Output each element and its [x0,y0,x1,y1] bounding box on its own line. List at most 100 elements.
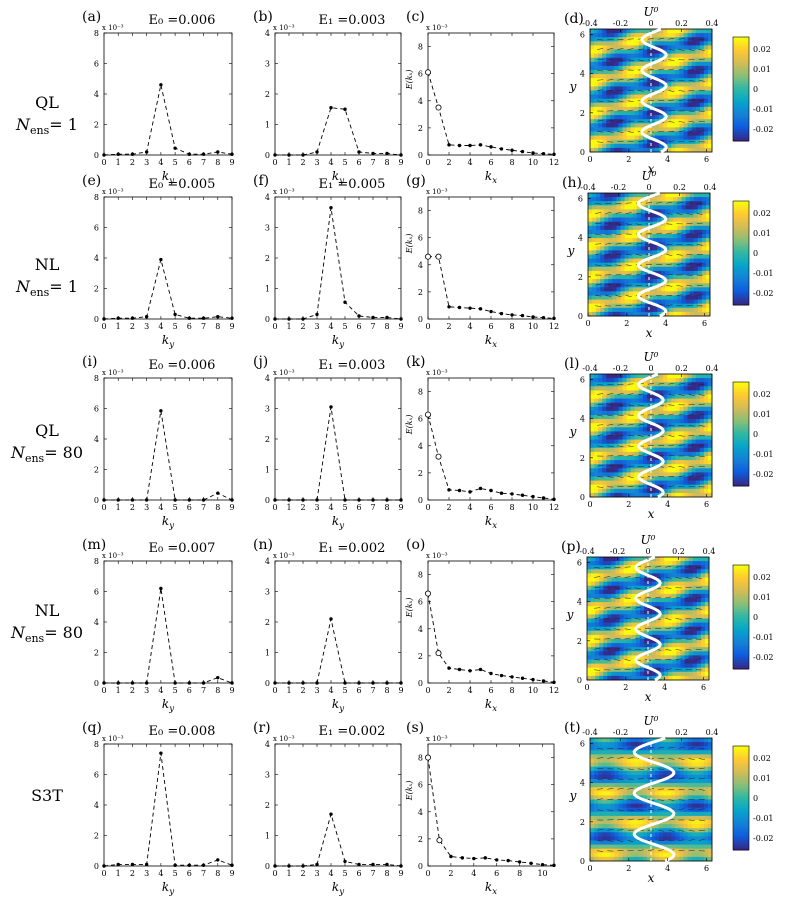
heatmap-cell [681,266,686,272]
heatmap-cell [673,311,678,317]
heatmap-cell [683,492,688,498]
heatmap-cell [671,111,676,116]
heatmap-cell [612,242,617,247]
heatmap-cell [673,254,678,259]
heatmap-cell [691,402,697,408]
heatmap-cell [695,29,701,34]
heatmap-cell [655,143,660,149]
heatmap-cell [604,295,609,300]
heatmap-cell [680,639,685,644]
heatmap-cell [626,431,632,436]
heatmap-cell [707,78,713,83]
panel-title: E₁ =0.003 [319,13,386,28]
heatmap-cell [675,82,680,87]
heatmap-cell [691,410,697,416]
data-point [343,300,347,304]
heatmap-cell [602,41,607,46]
heatmap-cell [622,86,627,91]
x-tick-label: 12 [549,322,559,331]
colorbar-cell [733,61,749,64]
heatmap-cell [703,419,709,424]
heatmap-cell [707,382,713,387]
heatmap-cell [653,295,658,300]
heatmap-cell [681,217,686,223]
colorbar-cell [733,468,749,471]
heatmap-cell [632,258,638,264]
heatmap-cell [665,262,670,268]
heatmap-cell [604,254,609,259]
heatmap-cell [643,659,649,664]
heatmap-cell [623,573,629,578]
heatmap-cell [675,45,680,50]
colorbar-cell [733,115,749,118]
heatmap-cell [655,74,660,79]
heatmap-cell [590,147,595,153]
heatmap-cell [588,201,593,206]
y-tick-label: 0 [265,679,270,688]
heatmap-cell [697,266,703,272]
heatmap-cell [657,225,662,231]
heatmap-cell [680,630,685,636]
vector-arrow [597,486,604,488]
heatmap-cell [663,472,668,477]
heatmap-cell [675,374,680,379]
heatmap-cell [677,250,682,255]
vector-arrow [615,295,622,297]
heatmap-cell [699,70,705,75]
heatmap-cell [627,618,633,623]
heatmap-cell [598,78,603,83]
y-axis-label: y [567,244,575,258]
heatmap-cell [655,94,660,100]
heatmap-cell [701,279,707,284]
heatmap-cell [630,456,636,461]
heatmap-cell [668,618,673,623]
heatmap-cell [648,614,653,619]
colorbar-tick-label: -0.01 [753,450,774,459]
heatmap-cell [660,614,665,619]
heatmap-cell [624,254,630,259]
heatmap-cell [688,651,694,656]
heatmap-cell [703,492,709,498]
heatmap-cell [667,439,672,445]
heatmap-cell [687,45,693,50]
heatmap-cell [632,221,638,227]
heatmap-cell [696,561,702,566]
y-tick-label: 1 [265,466,270,475]
heatmap-cell [669,266,674,272]
heatmap-cell [603,557,608,562]
y-tick-label: 4 [94,435,99,444]
heatmap-cell [667,98,672,104]
heatmap-cell [648,663,653,669]
x-tick-label: 10 [528,686,538,695]
data-point [510,313,514,317]
heatmap-cell [703,53,709,59]
colorbar-cell [733,285,749,288]
heatmap-cell [639,655,645,660]
heatmap-cell [646,476,652,481]
heatmap-cell [622,464,627,469]
heatmap-cell [656,598,661,603]
heatmap-cell [622,94,627,100]
heatmap-cell [595,655,600,660]
heatmap-cell [614,102,619,108]
vector-arrow [625,242,632,245]
heatmap-cell [594,143,599,149]
heatmap-cell [598,131,603,136]
heatmap-cell [659,94,664,100]
heatmap-cell [588,270,593,276]
heatmap-cell [707,402,713,408]
vector-arrow [615,242,622,245]
heatmap-cell [701,295,707,300]
vector-arrow [668,404,675,406]
x-tick-label: 5 [342,322,347,331]
heatmap-cell [703,374,709,379]
heatmap-cell [687,131,693,136]
heatmap-cell [624,234,630,239]
x-tick-label: 9 [398,322,403,331]
heatmap-cell [671,476,676,481]
heatmap-cell [588,262,593,268]
heatmap-cell [684,614,690,619]
heatmap-cell [600,217,605,223]
heatmap-cell [604,197,609,202]
